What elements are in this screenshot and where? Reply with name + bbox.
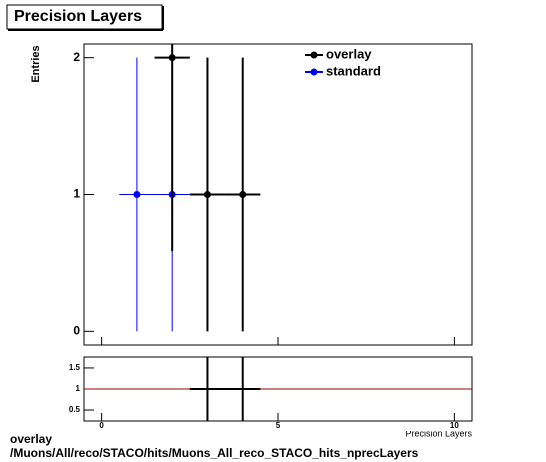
footer-line: /Muons/All/reco/STACO/hits/Muons_All_rec…: [10, 446, 419, 460]
y-tick-label: 0: [73, 323, 80, 337]
legend-marker: [310, 51, 318, 59]
legend-label: overlay: [326, 46, 372, 61]
y-tick-label: 2: [73, 50, 80, 64]
y-tick-label: 0.5: [69, 405, 81, 414]
main-panel: 0 1 2 overlay standard: [73, 43, 473, 346]
footer-line: overlay: [10, 432, 52, 446]
legend-label: standard: [326, 63, 381, 78]
plot-area: [119, 44, 261, 332]
chart-title: Precision Layers: [14, 8, 142, 25]
x-tick-label: 0: [99, 421, 104, 430]
marker: [168, 54, 176, 62]
x-axis-label: Precision Layers: [405, 428, 472, 438]
title-box: [6, 4, 163, 30]
y-tick-label: 1: [73, 187, 80, 201]
label-mask: [0, 423, 546, 431]
legend-marker: [310, 68, 318, 76]
ratio-panel: 0.5 1 1.5 0 5 10: [69, 356, 473, 430]
y-tick-label: 1.5: [69, 363, 81, 372]
marker: [133, 191, 141, 198]
marker: [239, 191, 247, 198]
x-tick-label: 10: [450, 421, 459, 430]
y-tick-label: 1: [76, 384, 81, 393]
x-tick-label: 5: [276, 421, 281, 430]
plot-area: [84, 357, 472, 421]
y-axis-label: Entries: [30, 45, 42, 82]
marker: [203, 191, 211, 198]
